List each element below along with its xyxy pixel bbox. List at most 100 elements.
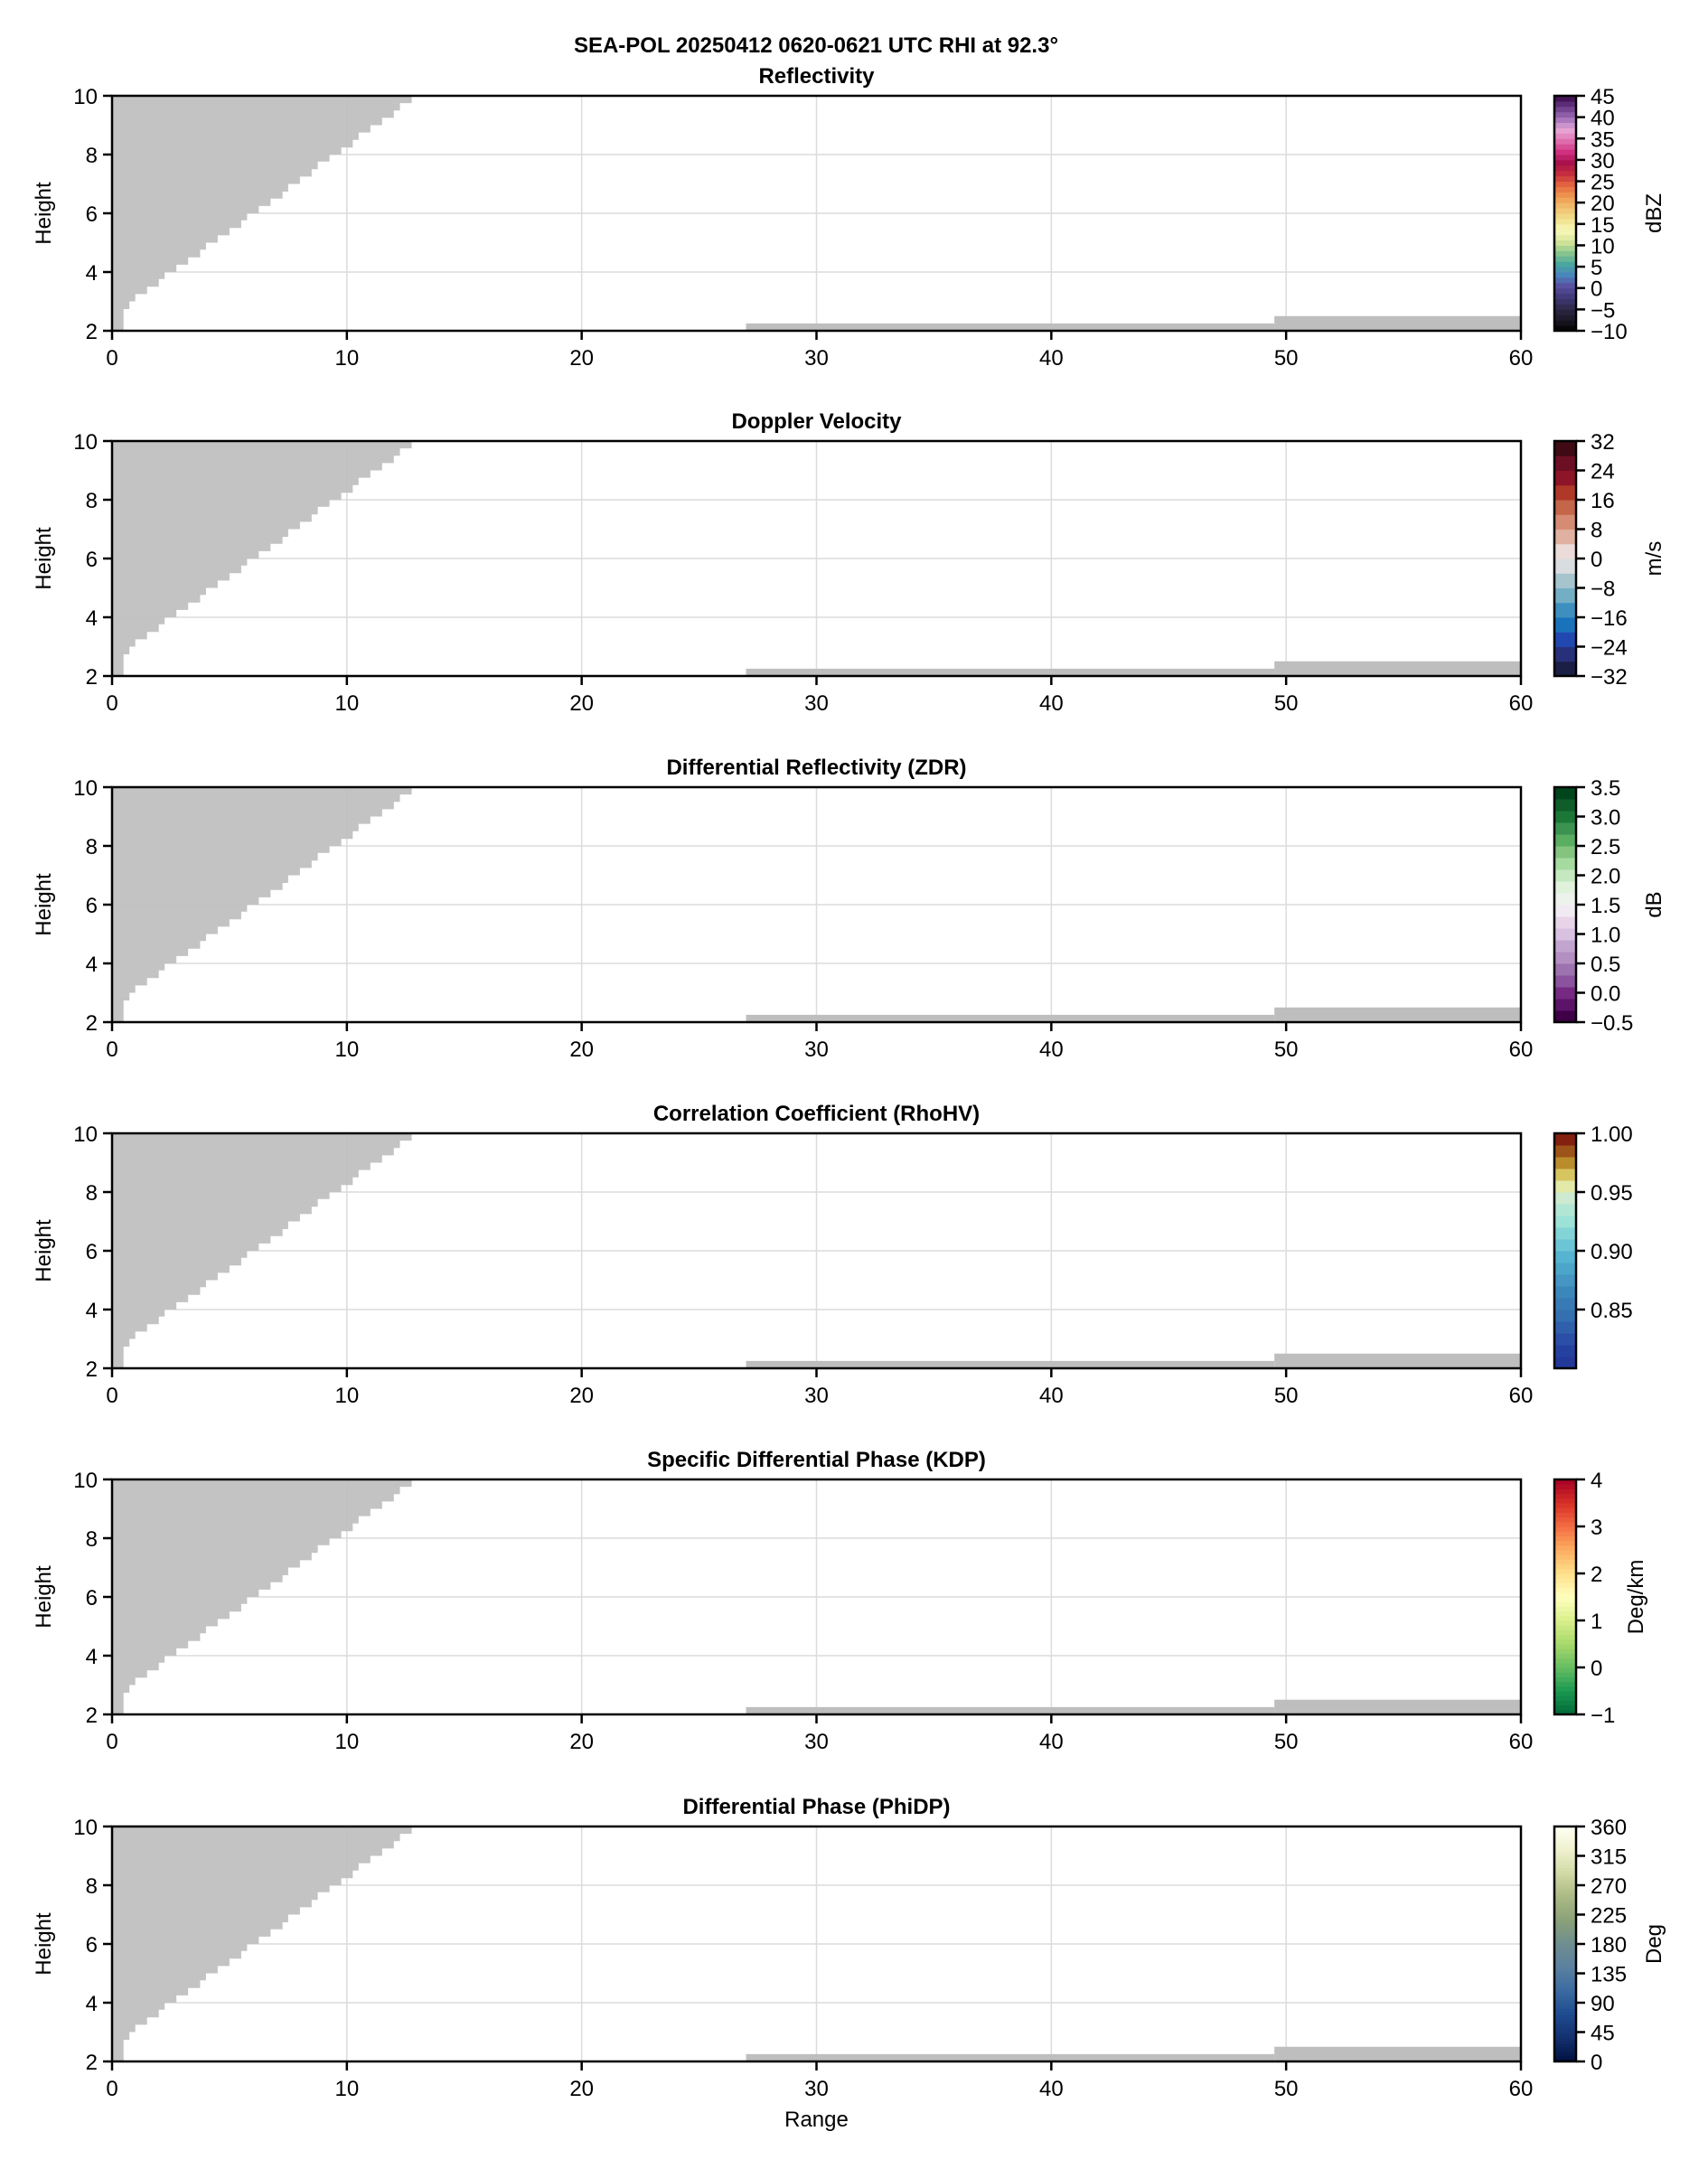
colorbar-bin — [1554, 2003, 1576, 2006]
colorbar-bin — [1554, 298, 1576, 305]
x-tick-label: 0 — [106, 1038, 117, 1062]
colorbar-tick-label: 0.0 — [1591, 982, 1620, 1007]
no-data-strip — [746, 2053, 1275, 2061]
colorbar-bin — [1554, 1274, 1576, 1287]
colorbar-bin — [1554, 1625, 1576, 1630]
colorbar-bin — [1554, 1606, 1576, 1612]
colorbar-bin — [1554, 111, 1576, 118]
colorbar-tick-label: 1.5 — [1591, 894, 1620, 918]
colorbar: 0 45 90 135 180 225 270 315 360 Deg — [1553, 1816, 1666, 2075]
colorbar-bin — [1554, 1864, 1576, 1868]
colorbar-bin — [1554, 1932, 1576, 1936]
colorbar-bin — [1554, 559, 1576, 574]
colorbar-bin — [1554, 1996, 1576, 2001]
colorbar-tick-label: 16 — [1591, 489, 1615, 513]
no-data-strip — [1274, 1699, 1521, 1714]
colorbar-bin — [1554, 133, 1576, 139]
colorbar-bin — [1554, 1832, 1576, 1836]
y-axis-label: Height — [32, 1912, 56, 1976]
colorbar-bin — [1554, 2008, 1576, 2013]
colorbar-bin — [1554, 1870, 1576, 1874]
colorbar-bin — [1554, 1550, 1576, 1555]
y-tick-label: 4 — [86, 1645, 98, 1669]
x-tick-label: 40 — [1039, 1384, 1064, 1408]
colorbar-tick-label: 3.5 — [1591, 776, 1620, 801]
colorbar-tick-label: 0 — [1591, 1657, 1602, 1681]
colorbar-tick-label: 0 — [1591, 2051, 1602, 2075]
colorbar-tick-label: 0.5 — [1591, 953, 1620, 977]
colorbar-bin — [1554, 277, 1576, 284]
colorbar-bin — [1554, 1133, 1576, 1146]
colorbar-bin — [1554, 1691, 1576, 1696]
colorbar-bin — [1554, 514, 1576, 530]
colorbar-bin — [1554, 1841, 1576, 1845]
colorbar-bin — [1554, 573, 1576, 588]
no-data-strip — [746, 1360, 1275, 1368]
x-tick-label: 30 — [804, 1038, 829, 1062]
x-tick-label: 10 — [334, 1730, 359, 1754]
colorbar-bin — [1554, 256, 1576, 262]
x-tick-label: 20 — [569, 1730, 594, 1754]
colorbar-tick-label: 2 — [1591, 1563, 1602, 1587]
colorbar-bin — [1554, 928, 1576, 941]
colorbar-tick-label: 1.0 — [1591, 924, 1620, 948]
colorbar-bin — [1554, 905, 1576, 917]
colorbar-bin — [1554, 229, 1576, 236]
x-tick-label: 60 — [1509, 1384, 1534, 1408]
y-tick-label: 10 — [73, 430, 98, 455]
colorbar-bin — [1554, 267, 1576, 273]
x-tick-label: 10 — [334, 346, 359, 371]
colorbar-tick-label: 3.0 — [1591, 806, 1620, 831]
colorbar-bin — [1554, 272, 1576, 278]
colorbar-tick-label: 24 — [1591, 460, 1615, 484]
colorbar-bin — [1554, 149, 1576, 155]
colorbar-bin — [1554, 1709, 1576, 1715]
no-data-wedge — [112, 787, 412, 1022]
colorbar-tick-label: 360 — [1591, 1816, 1627, 1840]
y-tick-label: 4 — [86, 261, 98, 286]
colorbar-bin — [1554, 2052, 1576, 2056]
y-tick-label: 4 — [86, 1299, 98, 1323]
colorbar-bin — [1554, 1882, 1576, 1886]
y-tick-label: 6 — [86, 1933, 98, 1958]
y-tick-label: 2 — [86, 1011, 98, 1036]
x-tick-label: 20 — [569, 691, 594, 716]
colorbar-frame — [1553, 94, 1578, 333]
no-data-strip — [746, 323, 1275, 331]
colorbar-tick-label: 40 — [1591, 107, 1615, 131]
colorbar-bin — [1554, 999, 1576, 1011]
colorbar-bin — [1554, 293, 1576, 300]
colorbar-bin — [1554, 1192, 1576, 1205]
colorbar-bin — [1554, 1310, 1576, 1322]
colorbar-bin — [1554, 441, 1576, 456]
no-data-wedge — [112, 1133, 412, 1368]
colorbar-bin — [1554, 1321, 1576, 1334]
colorbar-bin — [1554, 1956, 1576, 1959]
colorbar-bin — [1554, 1944, 1576, 1948]
colorbar-bin — [1554, 1958, 1576, 1962]
colorbar-bin — [1554, 1493, 1576, 1499]
colorbar-bin — [1554, 1973, 1576, 1977]
y-tick-label: 8 — [86, 835, 98, 859]
y-tick-label: 6 — [86, 1240, 98, 1264]
colorbar-bin — [1554, 787, 1576, 800]
colorbar-bin — [1554, 1169, 1576, 1181]
colorbar-bin — [1554, 1216, 1576, 1228]
y-axis-label: Height — [32, 873, 56, 936]
colorbar-unit-label: Deg — [1642, 1924, 1666, 1964]
x-tick-label: 50 — [1274, 2077, 1299, 2101]
colorbar-bin — [1554, 500, 1576, 515]
no-data-strip — [1274, 1007, 1521, 1022]
x-tick-label: 60 — [1509, 346, 1534, 371]
colorbar-bin — [1554, 1961, 1576, 1966]
colorbar-bin — [1554, 1835, 1576, 1839]
y-tick-label: 4 — [86, 606, 98, 631]
y-tick-label: 4 — [86, 1992, 98, 2016]
colorbar-bin — [1554, 1531, 1576, 1536]
colorbar-bin — [1554, 617, 1576, 633]
colorbar-bin — [1554, 282, 1576, 289]
colorbar-bin — [1554, 1521, 1576, 1527]
no-data-strip — [1274, 661, 1521, 676]
colorbar-bin — [1554, 2055, 1576, 2060]
